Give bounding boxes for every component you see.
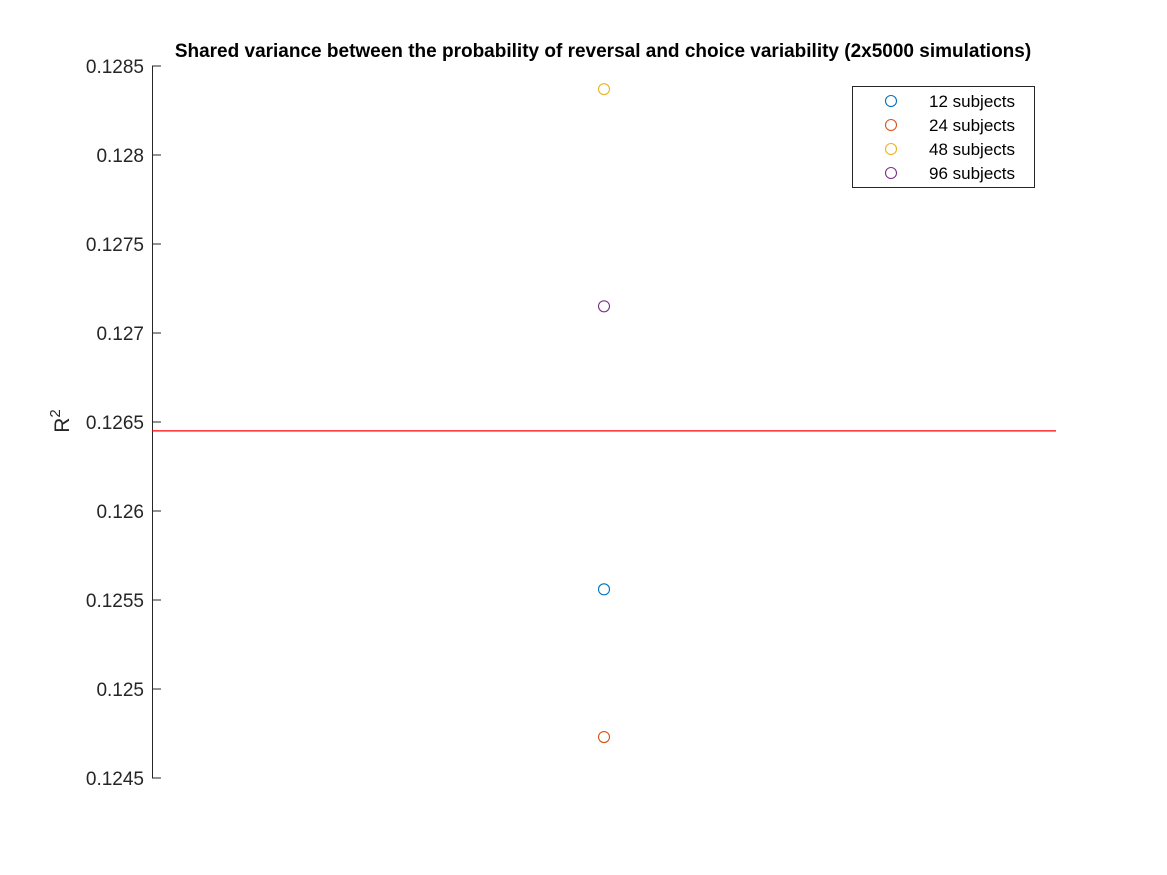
legend-items: 12 subjects 24 subjects 48 subjects 96 subj… bbox=[884, 92, 1015, 183]
legend-marker bbox=[884, 166, 898, 180]
legend-label: 12 subjects bbox=[929, 92, 1015, 111]
y-tick-label: 0.1285 bbox=[86, 57, 144, 78]
y-tick-label: 0.125 bbox=[96, 680, 144, 701]
y-tick-label: 0.1275 bbox=[86, 235, 144, 256]
chart-title: Shared variance between the probability … bbox=[175, 41, 1031, 62]
y-axis-label-superscript: 2 bbox=[47, 409, 64, 417]
data-markers bbox=[597, 83, 611, 744]
svg-text:R2: R2 bbox=[47, 409, 74, 433]
legend-marker bbox=[884, 142, 898, 156]
legend-label: 96 subjects bbox=[929, 164, 1015, 183]
data-point bbox=[597, 83, 611, 96]
legend-box bbox=[852, 86, 1035, 188]
legend-label: 24 subjects bbox=[929, 116, 1015, 135]
y-tick-label: 0.1265 bbox=[86, 413, 144, 434]
data-point bbox=[597, 300, 611, 313]
y-axis-label-text: R bbox=[51, 418, 74, 433]
data-point bbox=[597, 583, 611, 596]
y-ticks: 0.1285 0.128 0.1275 0.127 0.1265 0.126 0.1255 0… bbox=[86, 57, 161, 790]
y-axis-label: R2 bbox=[47, 409, 74, 433]
legend: 12 subjects 24 subjects 48 subjects 96 subj… bbox=[852, 86, 1035, 188]
legend-label: 48 subjects bbox=[929, 140, 1015, 159]
data-point bbox=[597, 731, 611, 744]
y-tick-label: 0.128 bbox=[96, 146, 144, 167]
legend-marker bbox=[884, 118, 898, 132]
legend-marker bbox=[884, 94, 898, 108]
y-tick-label: 0.1245 bbox=[86, 769, 144, 790]
y-tick-label: 0.126 bbox=[96, 502, 144, 523]
y-tick-label: 0.1255 bbox=[86, 591, 144, 612]
y-tick-label: 0.127 bbox=[96, 324, 144, 345]
